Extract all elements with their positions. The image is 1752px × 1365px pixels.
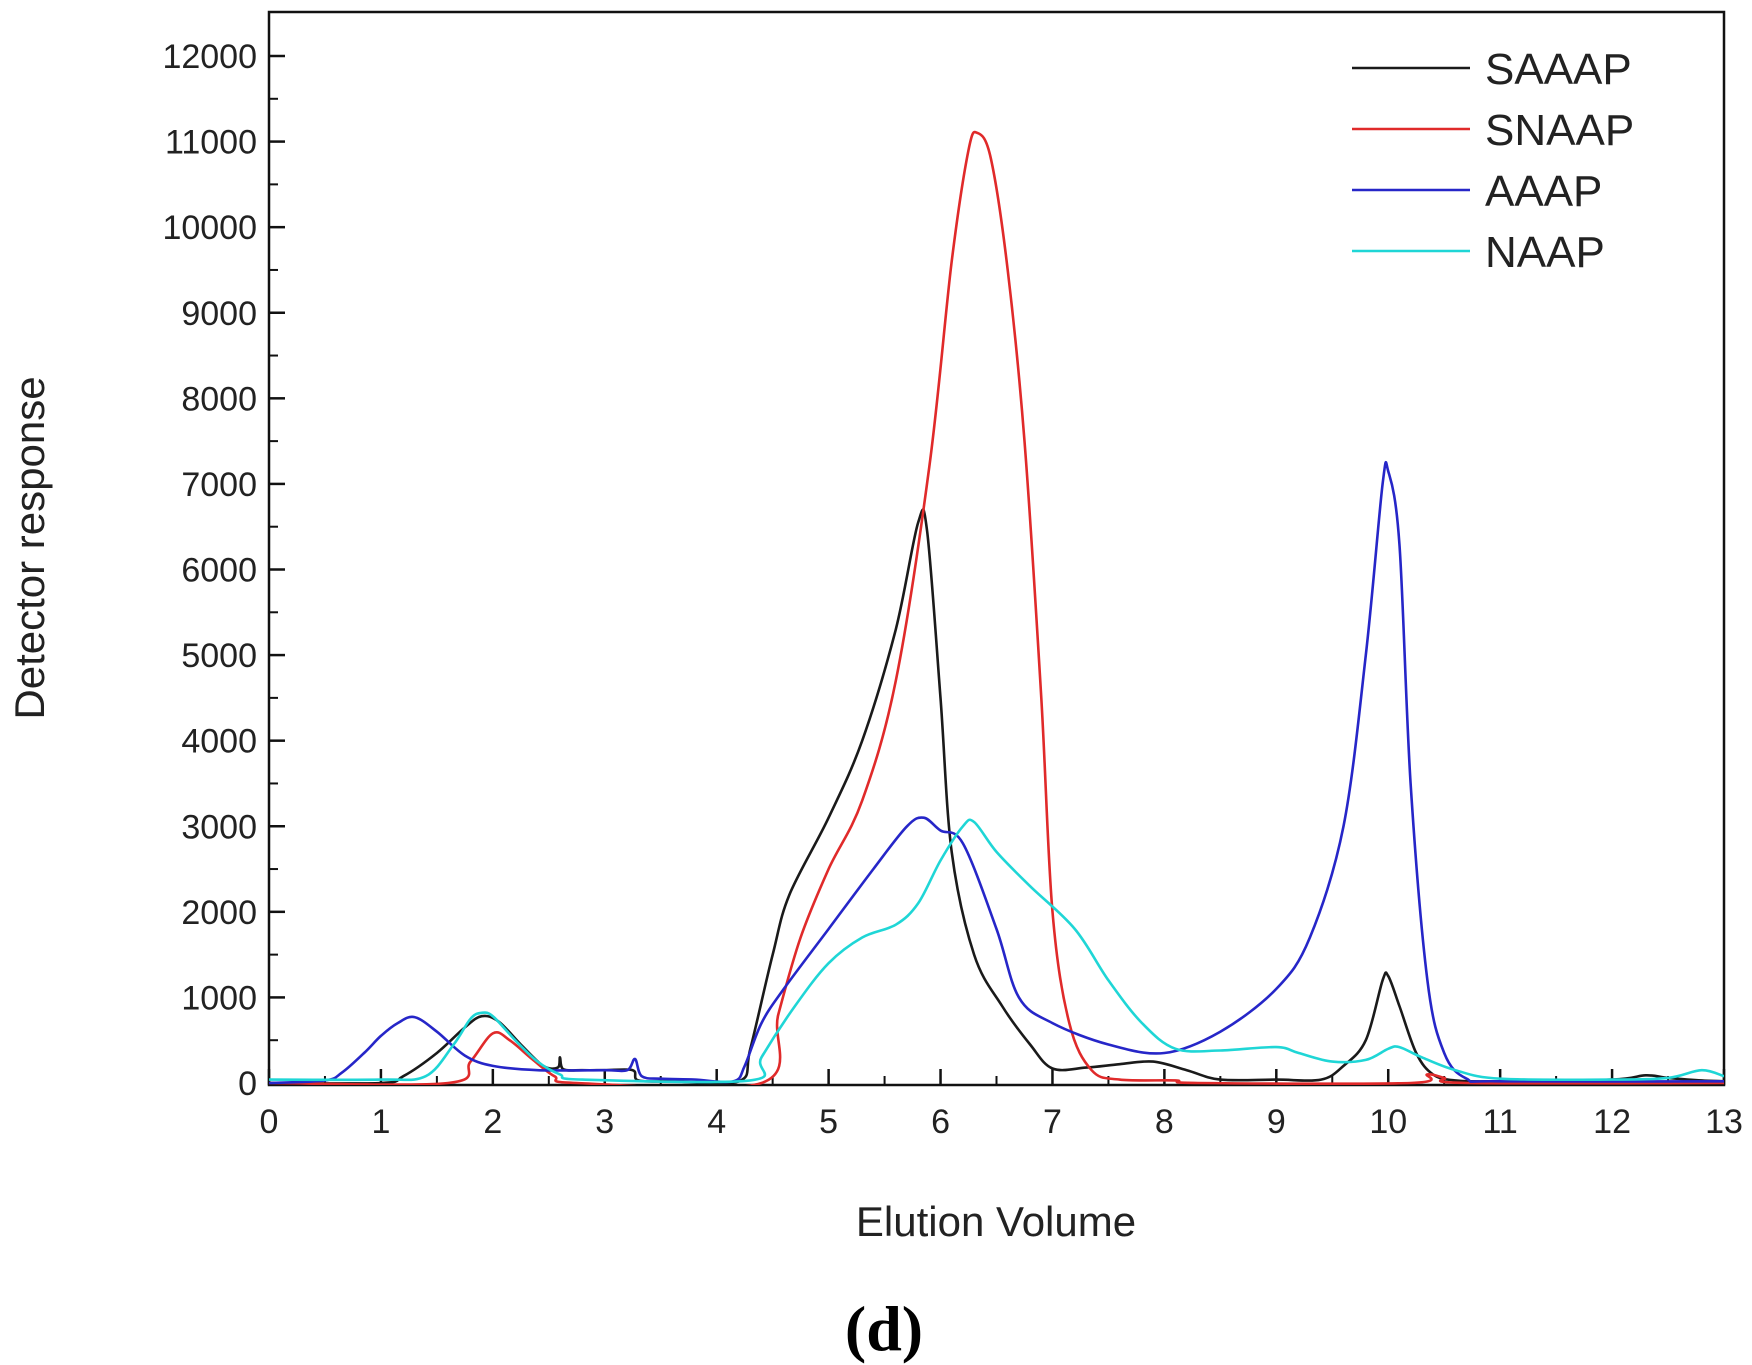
series-line-saaap (269, 508, 1724, 1085)
legend-label-naap: NAAP (1485, 228, 1605, 277)
x-tick-label: 6 (931, 1103, 950, 1141)
y-tick-label: 3000 (181, 808, 257, 846)
y-tick-label: 0 (238, 1065, 257, 1103)
x-tick-label: 11 (1483, 1103, 1518, 1141)
panel-label: (d) (845, 1293, 923, 1364)
series-line-naap (269, 818, 1724, 1084)
x-tick-label: 4 (707, 1103, 726, 1141)
series-line-aaap (269, 460, 1724, 1085)
y-tick-label: 5000 (181, 637, 257, 675)
y-tick-label: 11000 (165, 124, 257, 162)
x-tick-label: 13 (1705, 1103, 1743, 1141)
x-tick-label: 3 (595, 1103, 614, 1141)
y-tick-label: 10000 (162, 209, 257, 247)
x-tick-label: 10 (1369, 1103, 1407, 1141)
x-tick-label: 8 (1155, 1103, 1174, 1141)
x-tick-label: 5 (819, 1103, 838, 1141)
y-tick-label: 8000 (181, 380, 257, 418)
x-tick-label: 1 (371, 1103, 390, 1141)
x-tick-label: 7 (1043, 1103, 1062, 1141)
legend-label-saaap: SAAAP (1485, 45, 1632, 94)
y-tick-label: 6000 (181, 552, 257, 590)
x-tick-label: 2 (483, 1103, 502, 1141)
series-line-snaap (269, 130, 1724, 1085)
x-axis-title: Elution Volume (856, 1198, 1136, 1245)
y-tick-label: 1000 (181, 979, 257, 1017)
legend-label-aaap: AAAP (1485, 167, 1602, 216)
x-tick-label: 0 (260, 1103, 279, 1141)
series-lines (269, 130, 1724, 1085)
legend-label-snaap: SNAAP (1485, 106, 1634, 155)
x-tick-label: 12 (1593, 1103, 1631, 1141)
y-tick-label: 12000 (162, 38, 257, 76)
legend: SAAAP SNAAP AAAP NAAP (1352, 45, 1634, 277)
y-tick-label: 7000 (181, 466, 257, 504)
y-tick-label: 4000 (181, 723, 257, 761)
y-tick-label: 2000 (181, 894, 257, 932)
y-tick-label: 9000 (181, 295, 257, 333)
x-tick-label: 9 (1267, 1103, 1286, 1141)
y-axis: 0 1000 2000 3000 4000 5000 6000 7000 8000 9000 100… (162, 38, 285, 1103)
y-axis-title: Detector response (6, 376, 53, 719)
